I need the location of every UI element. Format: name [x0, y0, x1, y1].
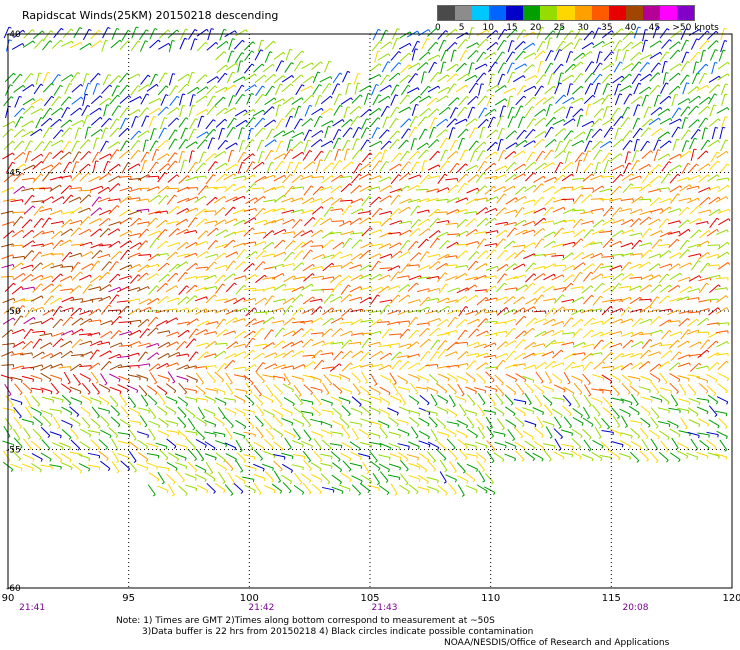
legend-label: 30 — [577, 23, 589, 33]
legend-label: 35 — [601, 23, 613, 33]
legend-color-bar — [437, 5, 695, 21]
credit-line: NOAA/NESDIS/Office of Research and Appli… — [444, 638, 670, 648]
pass-time-label: 21:43 — [372, 603, 398, 613]
legend-swatch — [676, 6, 694, 20]
lat-label: -40 — [6, 30, 21, 40]
lat-label: -55 — [6, 446, 21, 456]
legend-swatch — [591, 6, 609, 20]
legend-label: 40 — [624, 23, 637, 33]
legend-swatch — [557, 6, 575, 20]
lat-label: -50 — [6, 307, 21, 317]
legend-label: 25 — [553, 23, 566, 33]
legend-label: 45 — [648, 23, 661, 33]
lon-label: 90 — [2, 593, 15, 604]
legend-label: 20 — [529, 23, 542, 33]
pass-time-label: 20:08 — [622, 603, 648, 613]
legend-label: 5 — [458, 23, 465, 33]
lon-label: 95 — [122, 593, 135, 604]
lat-lon-grid — [7, 33, 733, 589]
note-line-2: 3)Data buffer is 22 hrs from 20150218 4)… — [142, 627, 534, 637]
lon-label: 100 — [240, 593, 259, 604]
legend-swatch — [608, 6, 626, 20]
wind-speed-legend: 0 5 10 15 20 25 30 35 40 45 >50 knots — [435, 5, 719, 35]
legend-swatch — [489, 6, 507, 20]
legend-swatch — [540, 6, 558, 20]
pass-time-label: 21:42 — [248, 603, 274, 613]
legend-swatch — [642, 6, 660, 20]
legend-swatch — [625, 6, 643, 20]
legend-swatch — [438, 6, 456, 20]
legend-swatch — [659, 6, 677, 20]
legend-label: 0 — [435, 23, 441, 33]
map-title: Rapidscat Winds(25KM) 20150218 descendin… — [22, 9, 279, 22]
wind-barbs-layer — [0, 26, 731, 497]
lon-label: 110 — [481, 593, 500, 604]
lon-label: 120 — [722, 593, 740, 604]
lat-label: -45 — [6, 169, 21, 179]
notes: Note: 1) Times are GMT 2)Times along bot… — [116, 616, 533, 638]
legend-label: 15 — [506, 23, 518, 33]
legend-swatch — [523, 6, 541, 20]
lat-label: -60 — [6, 584, 21, 594]
legend-swatch — [506, 6, 524, 20]
lon-label: 105 — [360, 593, 379, 604]
legend-label: >50 knots — [672, 23, 719, 33]
note-line-1: Note: 1) Times are GMT 2)Times along bot… — [116, 616, 495, 626]
legend-swatch — [472, 6, 490, 20]
legend-swatch — [455, 6, 473, 20]
legend-labels: 0 5 10 15 20 25 30 35 40 45 >50 knots — [435, 21, 719, 35]
legend-label: 10 — [482, 23, 494, 33]
pass-time-label: 21:41 — [19, 603, 45, 613]
legend-swatch — [574, 6, 592, 20]
lon-label: 115 — [602, 593, 621, 604]
